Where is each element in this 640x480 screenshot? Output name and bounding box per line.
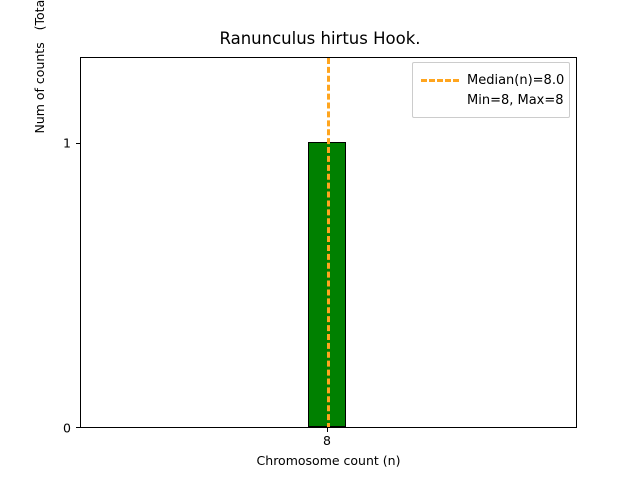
x-axis-label: Chromosome count (n) (256, 453, 401, 468)
plot-area (80, 57, 577, 428)
y-tick-label-0: 0 (63, 420, 71, 436)
legend-label-median: Median(n)=8.0 (467, 72, 565, 88)
y-tick-mark-1 (76, 143, 80, 145)
dashed-line-icon (421, 78, 459, 82)
y-axis-label: Num of counts (Total 1) (32, 0, 47, 134)
legend-entry-median: Median(n)=8.0 (421, 70, 565, 90)
page-title: Ranunculus hirtus Hook. (219, 29, 421, 48)
legend-label-minmax: Min=8, Max=8 (467, 92, 564, 108)
plot-inner-clip (81, 58, 576, 427)
y-tick-mark-0 (76, 427, 80, 429)
legend: Median(n)=8.0 Min=8, Max=8 (412, 62, 570, 118)
median-line (327, 58, 330, 427)
legend-entry-minmax: Min=8, Max=8 (421, 90, 564, 110)
blank-sample-icon (421, 99, 459, 102)
y-tick-label-1: 1 (63, 135, 71, 151)
x-tick-label-8: 8 (323, 433, 331, 448)
x-tick-mark-8 (327, 428, 329, 432)
